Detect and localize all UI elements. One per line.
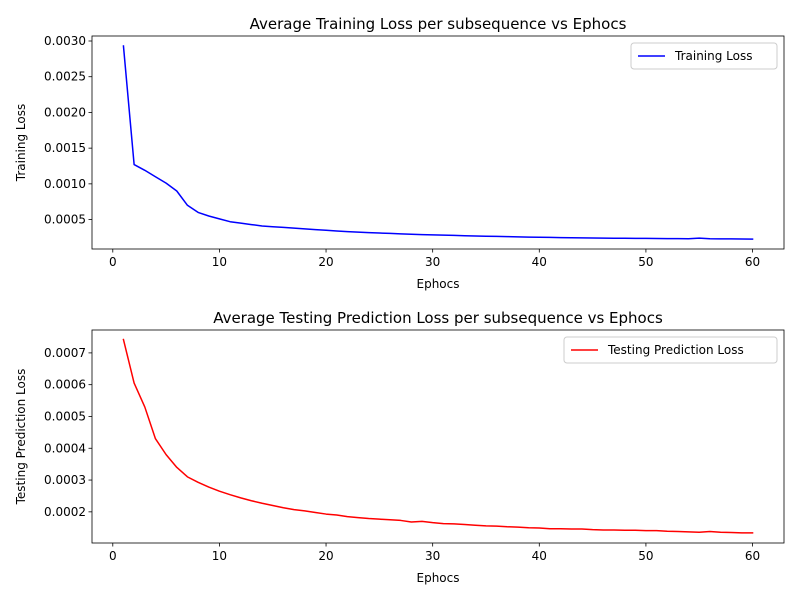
x-tick-label: 50 [638,255,653,269]
y-tick-label: 0.0030 [44,34,86,48]
x-tick-label: 20 [318,549,333,563]
y-tick-label: 0.0015 [44,141,86,155]
chart-title: Average Training Loss per subsequence vs… [250,15,627,33]
y-tick-label: 0.0003 [44,473,86,487]
x-tick-label: 60 [745,549,760,563]
plot-frame [91,35,785,250]
x-tick-label: 50 [638,549,653,563]
y-tick-label: 0.0005 [44,213,86,227]
x-tick-label: 60 [745,255,760,269]
x-axis-label: Ephocs [417,571,460,585]
x-tick-label: 10 [212,549,227,563]
x-tick-label: 30 [425,549,440,563]
x-tick-label: 0 [109,549,117,563]
plot-frame [91,329,785,544]
legend-box [563,336,778,364]
legend-box [630,42,778,70]
series-line [122,338,754,534]
legend: Training Loss [630,42,778,70]
x-tick-label: 40 [532,549,547,563]
y-tick-label: 0.0025 [44,70,86,84]
y-tick-label: 0.0005 [44,409,86,423]
y-tick-label: 0.0007 [44,346,86,360]
y-tick-label: 0.0002 [44,505,86,519]
x-tick-label: 20 [318,255,333,269]
chart-panel-1: Average Training Loss per subsequence vs… [14,15,785,291]
chart-panel-2: Average Testing Prediction Loss per subs… [14,309,785,585]
legend-label: Training Loss [674,49,752,63]
x-axis-label: Ephocs [417,277,460,291]
y-axis-label: Testing Prediction Loss [14,369,28,506]
legend: Testing Prediction Loss [563,336,778,364]
x-tick-label: 30 [425,255,440,269]
series-line [122,45,754,240]
chart-title: Average Testing Prediction Loss per subs… [213,309,663,327]
x-tick-label: 10 [212,255,227,269]
x-tick-label: 0 [109,255,117,269]
y-tick-label: 0.0006 [44,378,86,392]
x-tick-label: 40 [532,255,547,269]
y-tick-label: 0.0010 [44,177,86,191]
y-tick-label: 0.0004 [44,441,86,455]
y-tick-label: 0.0020 [44,105,86,119]
legend-label: Testing Prediction Loss [607,343,744,357]
y-axis-label: Training Loss [14,104,28,182]
